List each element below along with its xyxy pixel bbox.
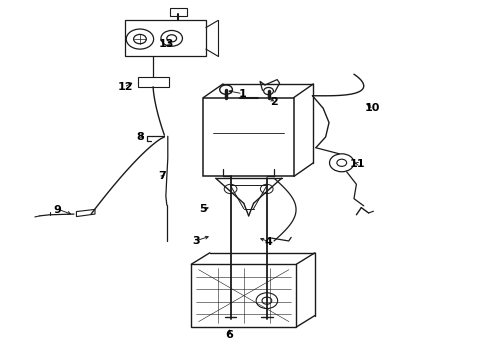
Text: 3: 3 [193, 236, 200, 246]
Text: 11: 11 [350, 159, 365, 169]
Text: 12: 12 [118, 82, 133, 92]
Text: 10: 10 [365, 103, 380, 113]
Bar [191, 264, 296, 327]
Text: 4: 4 [265, 237, 272, 247]
Text: 9: 9 [53, 206, 61, 216]
Bar [125, 21, 206, 56]
Bar [203, 98, 294, 176]
Text: 8: 8 [136, 132, 144, 142]
Text: 6: 6 [225, 330, 233, 340]
Text: 2: 2 [270, 97, 278, 107]
Text: 5: 5 [199, 204, 207, 215]
Text: 7: 7 [158, 171, 166, 181]
Text: 1: 1 [239, 89, 246, 99]
Text: 13: 13 [159, 40, 174, 49]
Bar [138, 77, 169, 87]
Bar [170, 8, 187, 16]
